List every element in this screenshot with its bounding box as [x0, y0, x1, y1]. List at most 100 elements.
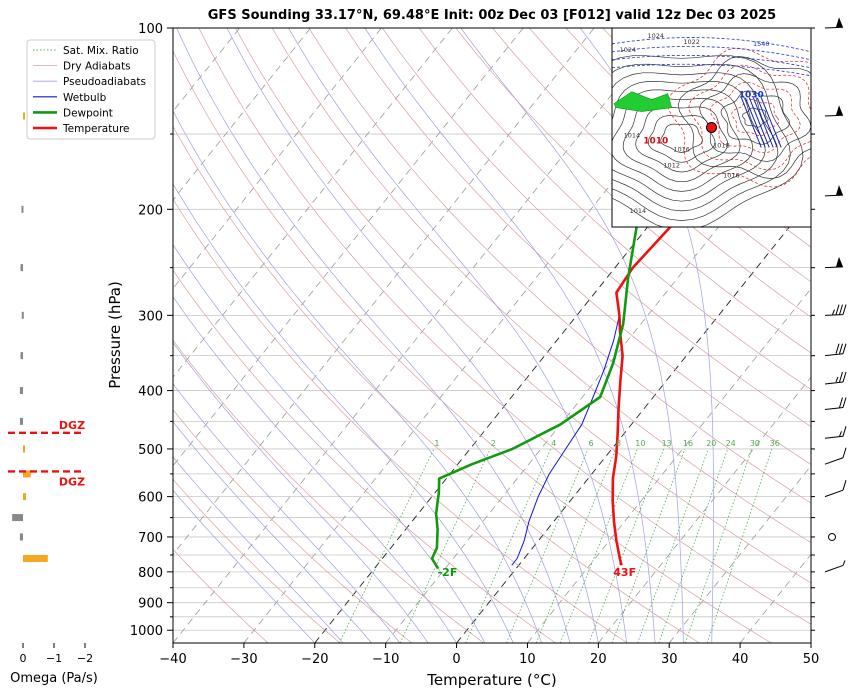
moist-adiabat	[99, 28, 513, 643]
omega-bar-upward	[23, 555, 48, 562]
wind-barb	[825, 372, 846, 384]
map-pressure-label: 1024	[620, 46, 637, 54]
map-pressure-label: 1018	[713, 141, 730, 149]
mixing-ratio-label: 30	[750, 439, 760, 448]
barb-flag	[843, 344, 846, 354]
mixing-ratio-label: 6	[589, 439, 594, 448]
mixing-ratio-label: 10	[635, 439, 645, 448]
legend-label: Temperature	[62, 123, 130, 135]
barb-pennant	[836, 185, 843, 195]
omega-bar-upward	[23, 493, 26, 500]
barb-shaft	[825, 267, 843, 268]
barb-flag	[840, 372, 843, 382]
barb-half-flag	[836, 377, 838, 382]
isotherm	[173, 28, 665, 643]
wind-barb	[825, 305, 846, 316]
moist-adiabat	[177, 28, 570, 643]
legend-label: Wetbulb	[63, 92, 107, 104]
map-pressure-label: 1012	[663, 161, 680, 169]
mixing-ratio-label: 20	[706, 439, 716, 448]
barb-pennant	[836, 105, 843, 115]
omega-bar-upward	[23, 445, 25, 452]
barb-shaft	[825, 565, 843, 571]
barb-flag	[843, 398, 846, 408]
y-tick-label: 1000	[130, 624, 163, 639]
barb-half-flag	[840, 431, 842, 436]
mixing-ratio-label: 4	[551, 439, 556, 448]
omega-bar-downward	[20, 418, 23, 425]
dgz-label: DGZ	[59, 475, 85, 488]
mixing-ratio-label: 16	[683, 439, 693, 448]
barb-flag	[840, 305, 843, 315]
moist-adiabat	[227, 28, 598, 643]
calm-circle	[829, 533, 836, 540]
omega-bar-downward	[20, 387, 23, 394]
surface-annotation: -2F	[438, 566, 458, 579]
map-pressure-label: 1010	[643, 136, 668, 146]
barb-half-flag	[833, 310, 835, 315]
x-tick-label: 30	[661, 652, 678, 667]
wind-barb	[829, 533, 836, 540]
y-tick-label: 100	[138, 22, 163, 37]
wind-barb	[825, 398, 846, 410]
chart-title: GFS Sounding 33.17°N, 69.48°E Init: 00z …	[208, 8, 776, 23]
map-pressure-label: 1030	[739, 91, 764, 101]
barb-shaft	[825, 436, 843, 438]
map-pressure-label: 1014	[630, 207, 647, 215]
wind-barb	[825, 257, 843, 268]
barb-flag	[843, 305, 846, 315]
omega-tick-label: −2	[77, 652, 93, 665]
barb-pennant	[836, 257, 843, 267]
mixing-ratio-label: 8	[616, 439, 621, 448]
y-tick-label: 700	[138, 531, 163, 546]
dry-adiabat	[89, 28, 628, 643]
omega-bar-downward	[21, 206, 23, 213]
surface-annotation: 43F	[613, 566, 636, 579]
mixing-ratio-line	[560, 449, 637, 643]
x-tick-label: 50	[803, 652, 820, 667]
barb-half-flag	[843, 560, 845, 565]
y-tick-label: 600	[138, 491, 163, 506]
omega-bar-upward	[23, 113, 25, 120]
isotherm	[811, 28, 860, 643]
barb-flag	[836, 305, 839, 315]
wind-barb	[825, 448, 846, 464]
mixing-ratio-label: 36	[770, 439, 780, 448]
mixing-ratio-label: 24	[726, 439, 736, 448]
x-tick-label: 0	[452, 652, 460, 667]
omega-tick-label: 0	[20, 652, 27, 665]
mixing-ratio-line	[685, 449, 752, 643]
barb-shaft	[825, 354, 843, 356]
location-marker	[707, 123, 717, 133]
mixing-ratio-line	[466, 449, 551, 643]
surface-annotations: -2F 43F	[438, 566, 637, 579]
x-tick-label: −20	[301, 652, 328, 667]
barb-pennant	[836, 17, 843, 27]
y-axis-label: Pressure (hPa)	[106, 281, 124, 389]
barb-shaft	[825, 115, 843, 116]
barb-shaft	[825, 490, 843, 496]
map-pressure-label: 1022	[683, 38, 700, 46]
barb-shaft	[825, 458, 843, 464]
barb-flag	[843, 448, 846, 458]
mixing-ratio-line	[707, 449, 772, 643]
mixing-ratio-label: 1	[434, 439, 439, 448]
omega-bar-downward	[20, 533, 23, 540]
barb-flag	[836, 344, 839, 354]
wind-barb	[825, 105, 843, 116]
wind-barb	[825, 185, 843, 196]
omega-bar-downward	[12, 514, 23, 521]
barb-flag	[843, 480, 846, 490]
map-pressure-label: 1540	[753, 40, 770, 48]
barb-shaft	[825, 315, 843, 316]
wind-barb	[825, 17, 843, 28]
y-tick-label: 900	[138, 597, 163, 612]
legend-label: Dewpoint	[63, 107, 113, 119]
dgz-label: DGZ	[59, 419, 85, 432]
wind-barb	[825, 344, 846, 356]
x-tick-label: −10	[372, 652, 399, 667]
legend-label: Sat. Mix. Ratio	[63, 45, 139, 57]
